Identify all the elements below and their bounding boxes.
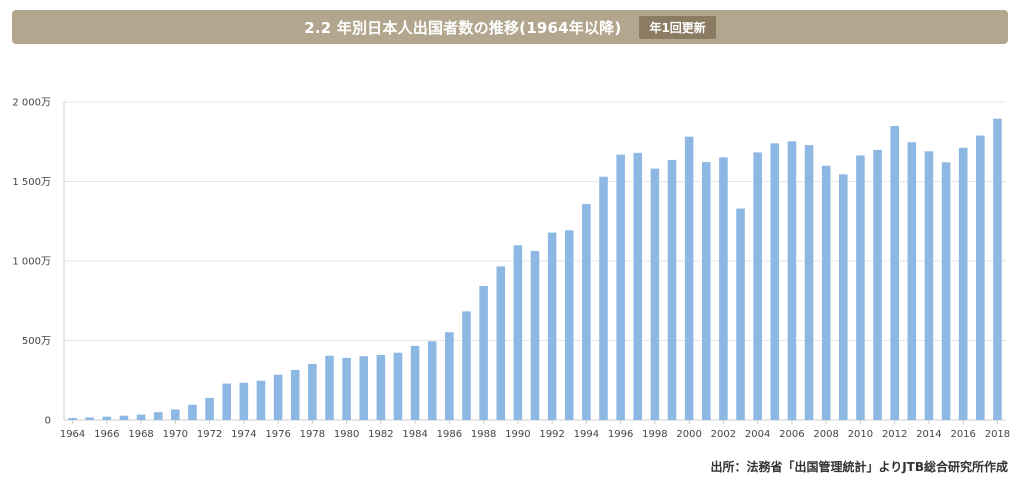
bar-1967 — [119, 415, 129, 420]
update-frequency-badge: 年1回更新 — [639, 15, 716, 39]
bar-1998 — [650, 168, 660, 420]
bar-2012 — [890, 126, 899, 420]
x-tick-label: 1968 — [128, 429, 153, 440]
bar-1977 — [290, 369, 300, 420]
bar-2008 — [821, 165, 831, 420]
bar-1989 — [496, 266, 506, 420]
x-tick-label: 1982 — [368, 429, 393, 440]
bar-2017 — [976, 135, 985, 420]
bar-1997 — [633, 152, 643, 420]
bar-1966 — [102, 416, 112, 420]
bar-1993 — [564, 230, 574, 420]
bar-1974 — [239, 382, 249, 420]
bar-1973 — [222, 383, 231, 420]
bar-2001 — [701, 162, 711, 421]
x-tick-label: 1974 — [231, 429, 256, 440]
bar-2010 — [856, 155, 865, 420]
x-tick-label: 2010 — [848, 429, 873, 440]
y-tick-label: 2 000万 — [12, 98, 51, 109]
x-tick-label: 1998 — [642, 429, 667, 440]
x-tick-label: 1980 — [334, 429, 359, 440]
bar-1980 — [342, 357, 351, 420]
bar-2011 — [873, 149, 882, 420]
bar-1971 — [188, 404, 197, 420]
bar-2005 — [770, 143, 780, 420]
x-tick-label: 2014 — [916, 429, 941, 440]
y-tick-label: 1 000万 — [12, 257, 51, 268]
bar-1972 — [205, 397, 214, 420]
bar-1984 — [410, 345, 420, 420]
bar-1995 — [599, 176, 608, 420]
bar-2006 — [787, 141, 797, 420]
chart-title: 2.2 年別日本人出国者数の推移(1964年以降) — [304, 18, 622, 37]
x-tick-label: 1978 — [300, 429, 325, 440]
bar-1965 — [85, 417, 94, 420]
x-tick-label: 2002 — [711, 429, 736, 440]
bar-2007 — [804, 145, 814, 421]
x-tick-label: 1996 — [608, 429, 633, 440]
x-tick-label: 1992 — [539, 429, 564, 440]
bar-2018 — [993, 118, 1002, 420]
bar-2015 — [941, 162, 951, 421]
bar-1987 — [462, 311, 471, 420]
bar-1992 — [547, 232, 557, 420]
bar-1991 — [530, 250, 540, 420]
x-tick-label: 1994 — [574, 429, 599, 440]
bar-1979 — [325, 355, 334, 420]
x-tick-label: 2008 — [813, 429, 838, 440]
x-tick-label: 1988 — [471, 429, 496, 440]
bar-2004 — [753, 152, 762, 420]
x-tick-label: 1976 — [265, 429, 290, 440]
x-tick-label: 1964 — [60, 429, 85, 440]
bar-1986 — [445, 332, 454, 420]
bar-1983 — [393, 352, 403, 420]
x-tick-label: 2012 — [882, 429, 907, 440]
x-tick-label: 2018 — [985, 429, 1010, 440]
bar-1968 — [136, 414, 146, 420]
source-note: 出所：法務省「出国管理統計」よりJTB総合研究所作成 — [710, 460, 1008, 474]
bar-1981 — [359, 356, 369, 420]
bar-1975 — [256, 380, 266, 420]
x-tick-label: 1966 — [94, 429, 119, 440]
bar-1964 — [68, 417, 77, 420]
x-tick-label: 1970 — [163, 429, 188, 440]
bar-1978 — [308, 363, 317, 420]
bar-2013 — [907, 142, 917, 421]
x-tick-label: 1990 — [505, 429, 530, 440]
bar-1988 — [479, 285, 488, 420]
bar-1996 — [616, 154, 625, 420]
x-tick-label: 1972 — [197, 429, 222, 440]
bar-2009 — [839, 174, 848, 420]
bar-1982 — [376, 354, 386, 420]
bar-2002 — [719, 157, 728, 420]
x-tick-label: 2004 — [745, 429, 770, 440]
x-tick-label: 1984 — [402, 429, 427, 440]
bar-1990 — [513, 245, 523, 420]
bar-2016 — [958, 147, 968, 421]
bar-2014 — [924, 151, 934, 421]
y-tick-label: 500万 — [22, 336, 51, 347]
x-tick-label: 2016 — [950, 429, 975, 440]
bar-2000 — [684, 136, 694, 421]
bar-1985 — [427, 341, 437, 420]
bar-2003 — [736, 208, 745, 420]
x-tick-label: 1986 — [437, 429, 462, 440]
y-tick-label: 1 500万 — [12, 177, 51, 188]
x-tick-label: 2000 — [676, 429, 701, 440]
bar-1970 — [171, 409, 180, 420]
bar-1994 — [582, 204, 591, 420]
x-tick-label: 2006 — [779, 429, 804, 440]
bar-1999 — [667, 159, 677, 420]
chart-header-bar: 2.2 年別日本人出国者数の推移(1964年以降) 年1回更新 — [12, 10, 1008, 44]
y-tick-label: 0 — [45, 416, 51, 427]
bar-1976 — [273, 374, 283, 420]
bar-1969 — [153, 412, 163, 420]
